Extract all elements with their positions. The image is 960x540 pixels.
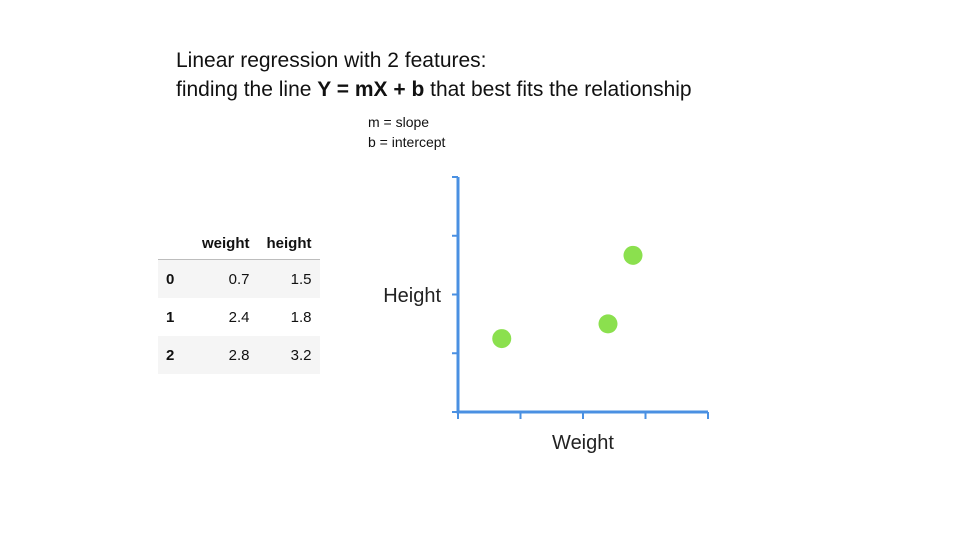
height-cell: 3.2 bbox=[257, 336, 320, 374]
title-line-2-suffix: that best fits the relationship bbox=[424, 78, 692, 101]
y-axis-label: Height bbox=[383, 285, 441, 307]
column-header-height: height bbox=[257, 228, 320, 260]
index-header bbox=[158, 228, 194, 260]
title-line-2-prefix: finding the line bbox=[176, 78, 318, 101]
table-row: 0 0.7 1.5 bbox=[158, 259, 320, 298]
plot-axes bbox=[452, 176, 709, 419]
intercept-definition: b = intercept bbox=[368, 134, 446, 150]
table-row: 2 2.8 3.2 bbox=[158, 336, 320, 374]
title-line-1: Linear regression with 2 features: bbox=[176, 49, 487, 72]
weight-cell: 2.4 bbox=[228, 308, 250, 326]
weight-cell: 0.7 bbox=[194, 259, 258, 298]
variable-definitions: m = slope b = intercept bbox=[368, 112, 445, 152]
title-line-2: finding the line Y = mX + b that best fi… bbox=[176, 75, 692, 104]
data-point bbox=[623, 245, 643, 265]
data-point bbox=[492, 329, 512, 349]
row-index: 1 bbox=[166, 308, 175, 326]
x-axis-label: Weight bbox=[552, 432, 614, 454]
row-index: 0 bbox=[158, 259, 194, 298]
table-header-row: weight height bbox=[158, 228, 320, 260]
regression-equation: Y = mX + b bbox=[317, 78, 425, 101]
table-row: 1 2.4 1.8 bbox=[158, 298, 320, 336]
slope-definition: m = slope bbox=[368, 114, 430, 130]
weight-cell: 2.8 bbox=[194, 336, 258, 374]
row-index: 2 bbox=[158, 336, 194, 374]
height-cell: 1.5 bbox=[257, 259, 320, 298]
data-point bbox=[598, 314, 618, 334]
slide-title: Linear regression with 2 features: findi… bbox=[176, 46, 692, 104]
data-points bbox=[492, 245, 643, 349]
column-header-weight: weight bbox=[194, 228, 258, 260]
height-cell: 1.8 bbox=[290, 308, 312, 326]
data-table: weight height 0 0.7 1.5 1 2.4 1.8 2 2.8 … bbox=[158, 228, 320, 374]
